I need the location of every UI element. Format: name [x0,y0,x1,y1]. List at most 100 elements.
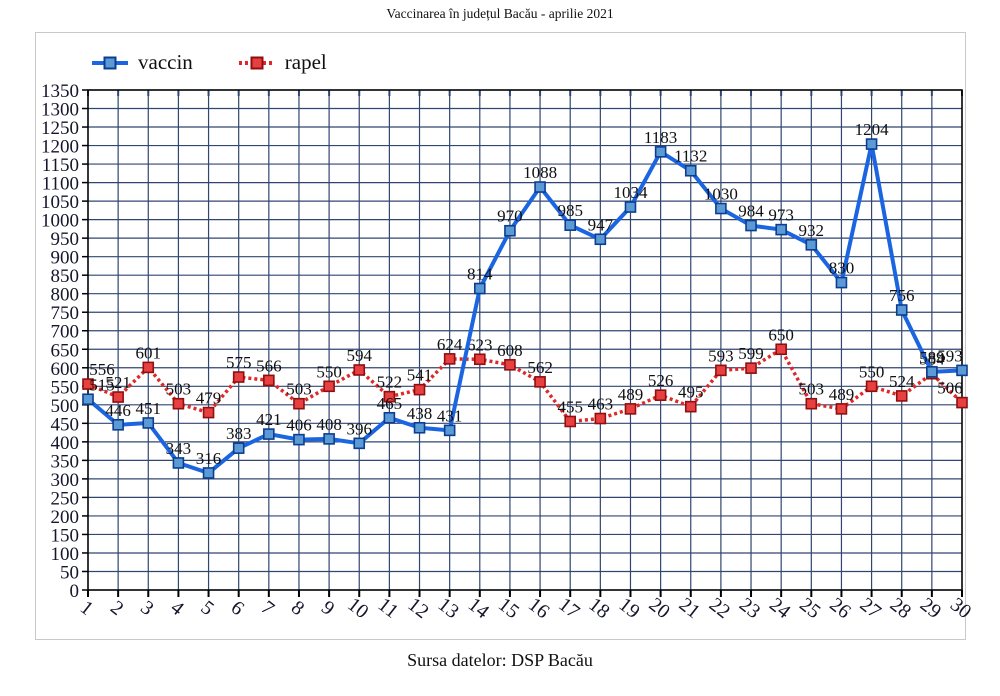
svg-text:9: 9 [317,597,338,620]
svg-text:1300: 1300 [41,100,79,121]
svg-text:450: 450 [51,414,80,435]
svg-text:446: 446 [105,401,131,420]
svg-text:200: 200 [51,507,80,528]
svg-text:584: 584 [919,350,945,369]
svg-text:0: 0 [70,581,80,602]
svg-text:600: 600 [51,359,80,380]
svg-text:608: 608 [497,341,523,360]
svg-text:28: 28 [886,593,915,623]
legend-item-rapel: rapel [238,50,327,75]
svg-text:25: 25 [795,593,824,623]
svg-text:575: 575 [226,353,252,372]
svg-text:984: 984 [738,202,764,221]
svg-text:850: 850 [51,266,80,287]
svg-text:650: 650 [768,325,794,344]
svg-text:503: 503 [799,380,825,399]
legend-label-vaccin: vaccin [138,50,193,74]
svg-text:2: 2 [106,597,127,620]
svg-text:16: 16 [524,593,553,623]
svg-text:524: 524 [889,372,915,391]
svg-text:506: 506 [937,379,963,398]
svg-text:594: 594 [346,346,372,365]
svg-text:562: 562 [527,358,553,377]
svg-text:463: 463 [588,395,614,414]
svg-text:479: 479 [196,389,222,408]
svg-text:20: 20 [645,593,674,623]
svg-text:50: 50 [60,562,79,583]
svg-text:489: 489 [829,385,855,404]
svg-text:455: 455 [557,397,583,416]
svg-text:6: 6 [227,597,248,620]
svg-text:421: 421 [256,410,282,429]
svg-text:503: 503 [286,380,312,399]
svg-text:150: 150 [51,525,80,546]
svg-text:18: 18 [584,593,613,623]
svg-text:300: 300 [51,470,80,491]
rapel-line-sample [238,56,275,69]
svg-text:932: 932 [799,221,825,240]
svg-text:7: 7 [257,597,278,620]
legend-label-rapel: rapel [284,50,327,74]
svg-text:1250: 1250 [41,118,79,139]
svg-text:22: 22 [705,593,734,623]
svg-text:23: 23 [735,593,764,623]
svg-text:650: 650 [51,340,80,361]
svg-text:500: 500 [51,396,80,417]
legend: vaccin rapel [92,50,327,75]
svg-text:985: 985 [557,201,583,220]
svg-text:589: 589 [919,348,945,367]
svg-text:973: 973 [768,206,794,225]
svg-text:100: 100 [51,544,80,565]
svg-text:623: 623 [467,335,493,354]
svg-text:495: 495 [678,383,704,402]
legend-item-vaccin: vaccin [92,50,193,75]
svg-text:29: 29 [916,593,945,623]
svg-text:343: 343 [166,439,192,458]
svg-text:900: 900 [51,248,80,269]
svg-text:601: 601 [136,343,162,362]
svg-text:30: 30 [946,593,975,623]
svg-text:383: 383 [226,424,252,443]
chart-canvas: 0501001502002503003504004505005506006507… [41,81,975,623]
svg-text:14: 14 [464,593,493,623]
vaccin-marker-icon [103,56,117,69]
svg-text:515: 515 [89,375,115,394]
svg-text:250: 250 [51,488,80,509]
svg-text:814: 814 [467,265,493,284]
svg-text:408: 408 [316,415,342,434]
svg-text:522: 522 [377,373,403,392]
svg-text:11: 11 [374,594,403,623]
rapel-marker-icon [250,56,264,69]
svg-text:1183: 1183 [644,128,677,147]
svg-text:1050: 1050 [41,192,79,213]
svg-text:1150: 1150 [42,155,79,176]
svg-text:350: 350 [51,451,80,472]
svg-text:526: 526 [648,371,674,390]
svg-text:438: 438 [407,404,433,423]
vaccin-line-sample [92,56,128,69]
svg-text:624: 624 [437,335,463,354]
svg-text:550: 550 [859,362,885,381]
svg-text:1200: 1200 [41,137,79,158]
svg-text:593: 593 [708,346,734,365]
svg-text:12: 12 [404,593,433,623]
svg-text:396: 396 [346,419,372,438]
svg-text:465: 465 [377,394,403,413]
svg-text:750: 750 [51,303,80,324]
svg-text:24: 24 [765,593,794,623]
svg-text:521: 521 [105,373,131,392]
svg-text:599: 599 [738,344,764,363]
svg-text:556: 556 [89,360,115,379]
svg-text:8: 8 [287,597,308,620]
svg-text:550: 550 [51,377,80,398]
chart-title: Vaccinarea în județul Bacău - aprilie 20… [386,6,614,21]
svg-text:13: 13 [434,593,463,623]
svg-text:503: 503 [166,380,192,399]
svg-text:593: 593 [937,346,963,365]
svg-text:4: 4 [166,597,187,620]
svg-text:17: 17 [554,593,583,623]
svg-text:756: 756 [889,286,915,305]
svg-text:21: 21 [675,593,704,623]
svg-text:316: 316 [196,449,222,468]
